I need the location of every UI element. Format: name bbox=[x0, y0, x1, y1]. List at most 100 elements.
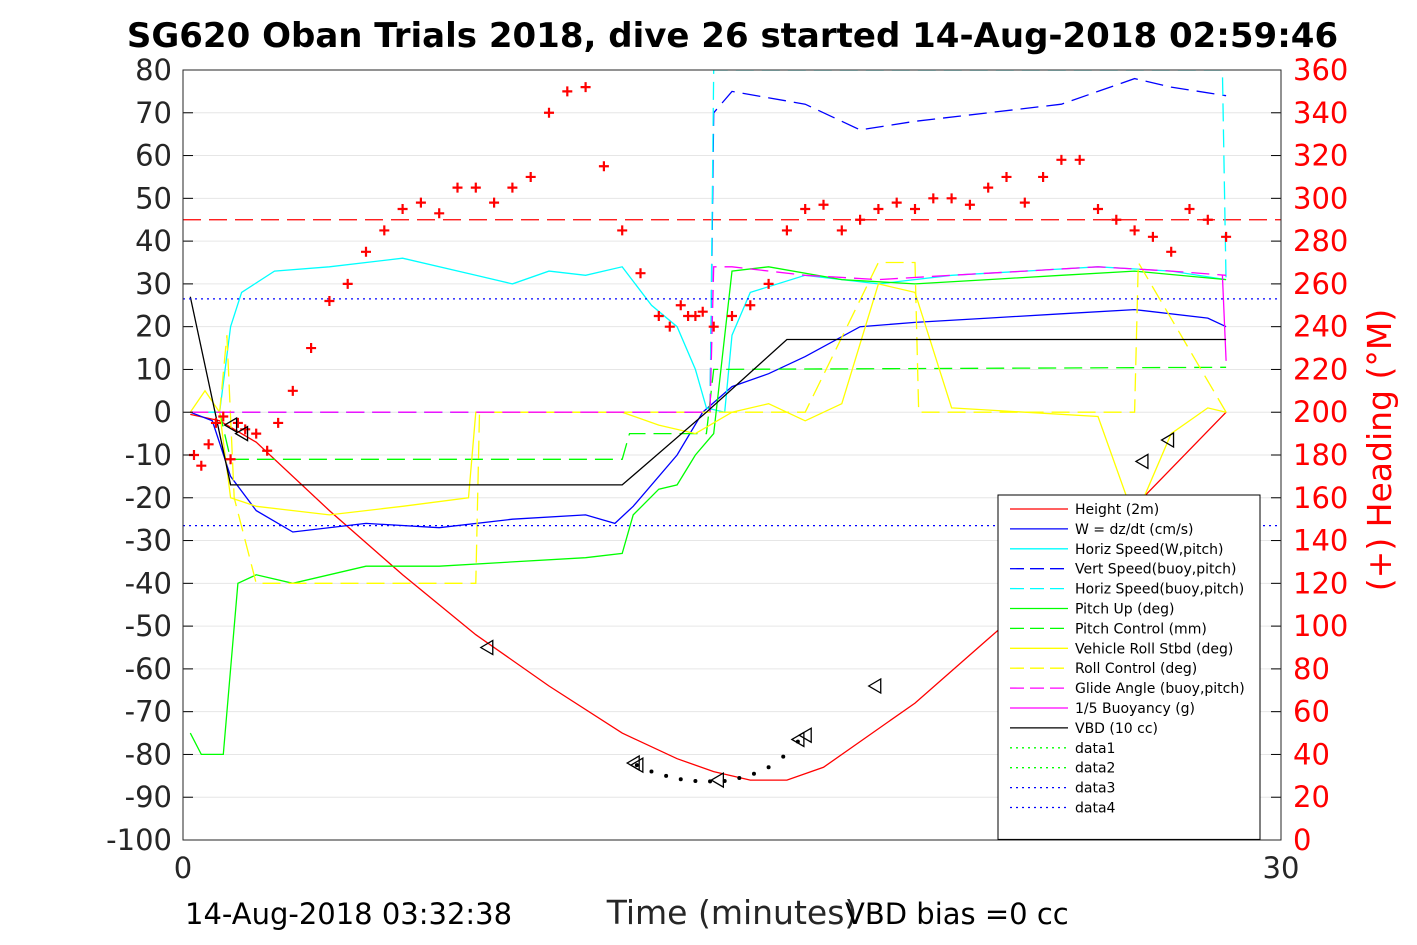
x-tick-label: 0 bbox=[174, 851, 192, 885]
y-tick-label: -70 bbox=[125, 695, 172, 729]
y-tick-label: -80 bbox=[125, 737, 172, 771]
y-tick-label: 60 bbox=[135, 139, 172, 173]
heading-point bbox=[1166, 246, 1177, 257]
legend-label: data1 bbox=[1075, 741, 1115, 757]
heading-point bbox=[675, 300, 686, 311]
surface-marker bbox=[710, 771, 725, 789]
heading-point bbox=[635, 268, 646, 279]
heading-point bbox=[891, 197, 902, 208]
heading-point bbox=[1038, 171, 1049, 182]
heading-point bbox=[781, 225, 792, 236]
heading-point bbox=[232, 417, 243, 428]
y-tick-label: -50 bbox=[125, 609, 172, 643]
y-tick-label: 70 bbox=[135, 96, 172, 130]
y-tick-label: -100 bbox=[106, 823, 172, 857]
heading-point bbox=[324, 296, 335, 306]
y-right-tick-label: 280 bbox=[1293, 224, 1348, 258]
surface-marker bbox=[479, 639, 494, 656]
y-right-tick-label: 200 bbox=[1293, 395, 1348, 429]
footer-timestamp: 14-Aug-2018 03:32:38 bbox=[185, 897, 513, 931]
heading-point bbox=[342, 278, 353, 289]
y-tick-label: 20 bbox=[135, 310, 172, 344]
legend-label: Pitch Up (deg) bbox=[1075, 602, 1174, 618]
y-tick-label: 80 bbox=[135, 53, 172, 87]
heading-point bbox=[544, 107, 554, 118]
heading-point bbox=[1093, 204, 1103, 215]
y-right-tick-label: 80 bbox=[1293, 652, 1330, 686]
surface-marker bbox=[223, 416, 238, 434]
legend-label: Horiz Speed(buoy,pitch) bbox=[1075, 582, 1244, 598]
y-right-tick-label: 240 bbox=[1293, 310, 1348, 344]
series-line bbox=[190, 411, 1227, 781]
bottom-dot bbox=[634, 763, 639, 768]
bottom-dot bbox=[693, 778, 698, 783]
surface-marker bbox=[1160, 431, 1175, 449]
heading-point bbox=[470, 182, 481, 193]
y-right-tick-label: 160 bbox=[1293, 481, 1348, 515]
bottom-dot bbox=[737, 775, 742, 780]
footer-vbd-bias: VBD bias =0 cc bbox=[845, 897, 1069, 931]
heading-point bbox=[507, 182, 518, 193]
surface-marker bbox=[797, 727, 812, 744]
heading-point bbox=[598, 161, 609, 172]
heading-point bbox=[1074, 154, 1085, 165]
heading-point bbox=[379, 225, 390, 236]
y-tick-label: -30 bbox=[125, 524, 172, 558]
chart-title: SG620 Oban Trials 2018, dive 26 started … bbox=[126, 16, 1339, 56]
heading-point bbox=[361, 246, 371, 257]
heading-point bbox=[800, 204, 811, 215]
legend-label: data2 bbox=[1075, 761, 1115, 777]
heading-point bbox=[1111, 214, 1122, 225]
heading-point bbox=[946, 193, 957, 204]
heading-point bbox=[196, 460, 207, 471]
y-tick-label: 10 bbox=[135, 352, 172, 386]
y-right-tick-label: 20 bbox=[1293, 780, 1330, 814]
heading-point bbox=[727, 310, 737, 321]
y-tick-label: -90 bbox=[125, 780, 172, 814]
bottom-dot bbox=[766, 765, 771, 770]
legend-label: Height (2m) bbox=[1075, 502, 1159, 518]
heading-point bbox=[763, 278, 774, 289]
surface-marker bbox=[629, 757, 644, 774]
heading-point bbox=[664, 321, 675, 332]
heading-point bbox=[525, 171, 536, 182]
legend-label: W = dz/dt (cm/s) bbox=[1075, 522, 1194, 538]
legend-label: 1/5 Buoyancy (g) bbox=[1075, 701, 1195, 717]
heading-point bbox=[617, 225, 628, 236]
points-layer bbox=[188, 82, 1232, 789]
heading-point bbox=[434, 208, 445, 219]
x-tick-label: 30 bbox=[1263, 851, 1300, 885]
heading-point bbox=[910, 204, 920, 215]
legend-label: Vehicle Roll Stbd (deg) bbox=[1075, 641, 1233, 657]
heading-point bbox=[928, 193, 939, 204]
bottom-dot bbox=[678, 777, 683, 782]
heading-point bbox=[562, 86, 573, 97]
y-tick-label: -20 bbox=[125, 481, 172, 515]
bottom-dot bbox=[751, 771, 756, 776]
y-right-tick-label: 220 bbox=[1293, 352, 1348, 386]
heading-point bbox=[983, 182, 994, 193]
heading-point bbox=[415, 197, 426, 208]
heading-point bbox=[1001, 171, 1012, 182]
legend-label: Glide Angle (buoy,pitch) bbox=[1075, 681, 1245, 697]
heading-point bbox=[1019, 197, 1030, 208]
heading-point bbox=[855, 214, 866, 225]
y-right-tick-label: 180 bbox=[1293, 438, 1348, 472]
legend-label: Vert Speed(buoy,pitch) bbox=[1075, 562, 1237, 578]
heading-point bbox=[1129, 225, 1140, 236]
heading-point bbox=[873, 204, 884, 215]
x-axis-label: Time (minutes) bbox=[606, 893, 858, 932]
legend-box bbox=[997, 494, 1261, 840]
heading-point bbox=[489, 197, 500, 208]
heading-point bbox=[653, 310, 664, 321]
heading-point bbox=[836, 225, 847, 236]
heading-point bbox=[225, 454, 236, 465]
heading-point bbox=[745, 300, 756, 311]
surface-marker bbox=[234, 425, 249, 442]
y-right-tick-label: 260 bbox=[1293, 267, 1348, 301]
heading-point bbox=[1202, 214, 1213, 225]
legend-label: VBD (10 cc) bbox=[1075, 721, 1158, 737]
heading-point bbox=[818, 199, 829, 210]
heading-point bbox=[203, 439, 214, 450]
